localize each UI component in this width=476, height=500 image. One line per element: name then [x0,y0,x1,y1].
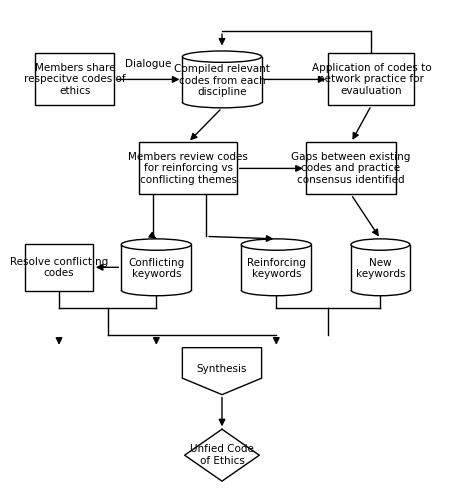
Text: Members review codes
for reinforcing vs
conflicting themes: Members review codes for reinforcing vs … [128,152,248,185]
Text: Gaps between existing
codes and practice
consensus identified: Gaps between existing codes and practice… [291,152,411,185]
Text: Reinforcing
keywords: Reinforcing keywords [247,258,306,279]
Ellipse shape [351,239,410,250]
FancyBboxPatch shape [351,244,410,290]
FancyBboxPatch shape [25,244,93,291]
FancyBboxPatch shape [328,54,415,106]
Ellipse shape [121,239,191,250]
Text: Conflicting
keywords: Conflicting keywords [128,258,185,279]
Text: Dialogue: Dialogue [125,58,172,68]
FancyBboxPatch shape [139,142,237,195]
FancyBboxPatch shape [121,244,191,290]
Text: New
keywords: New keywords [356,258,405,279]
Text: Synthesis: Synthesis [197,364,247,374]
Text: Members share
respecitve codes of
ethics: Members share respecitve codes of ethics [24,63,126,96]
Text: Application of codes to
network practice for
evauluation: Application of codes to network practice… [312,63,431,96]
Ellipse shape [351,284,410,296]
Text: Unfied Code
of Ethics: Unfied Code of Ethics [190,444,254,466]
Ellipse shape [241,239,311,250]
FancyBboxPatch shape [185,429,259,481]
FancyBboxPatch shape [241,244,311,290]
Ellipse shape [182,51,262,62]
Ellipse shape [121,284,191,296]
FancyBboxPatch shape [306,142,396,195]
FancyBboxPatch shape [182,56,262,102]
Polygon shape [182,348,262,395]
Text: Compiled relevant
codes from each
discipline: Compiled relevant codes from each discip… [174,64,270,97]
Ellipse shape [241,284,311,296]
Text: Resolve conflicting
codes: Resolve conflicting codes [10,256,108,278]
FancyBboxPatch shape [35,54,114,106]
Ellipse shape [182,96,262,108]
